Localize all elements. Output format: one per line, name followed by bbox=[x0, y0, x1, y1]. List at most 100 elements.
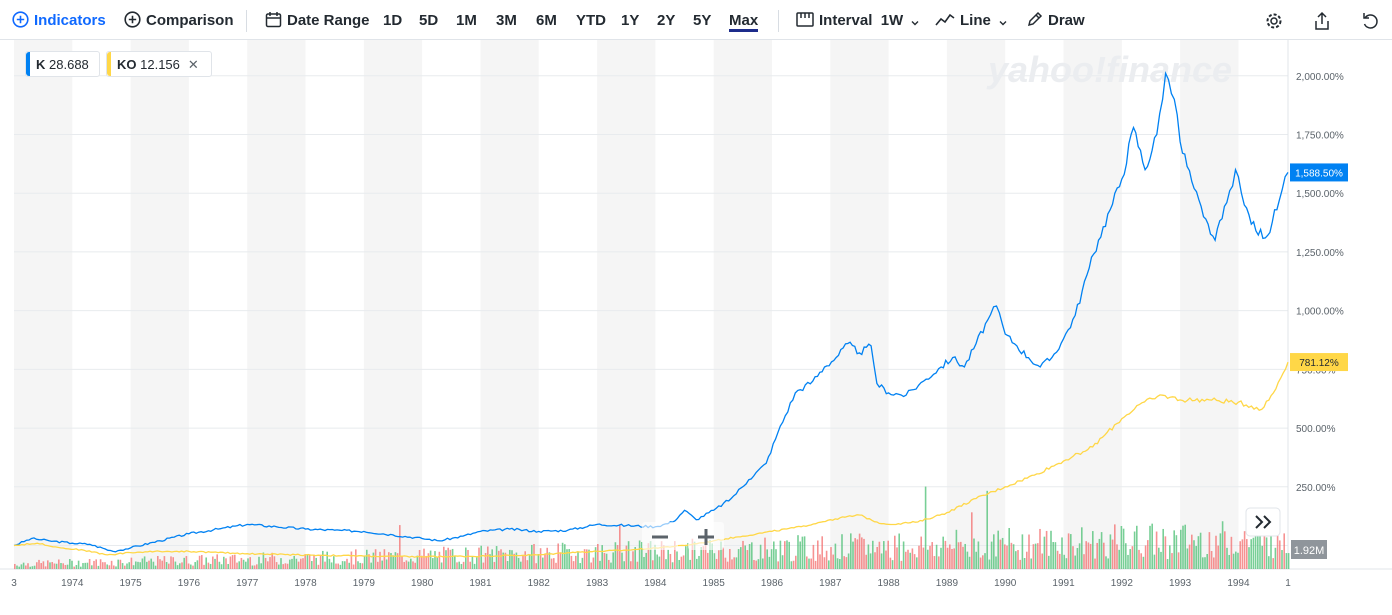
volume-bar bbox=[231, 555, 234, 569]
comparison-button[interactable]: Comparison bbox=[124, 10, 234, 32]
volume-bar bbox=[366, 549, 368, 569]
volume-bar bbox=[361, 563, 364, 569]
volume-bar bbox=[946, 547, 949, 569]
volume-bar bbox=[658, 556, 661, 569]
volume-bar bbox=[163, 556, 166, 569]
settings-button[interactable] bbox=[1264, 11, 1284, 31]
volume-bar bbox=[416, 555, 419, 569]
gear-icon bbox=[1266, 13, 1282, 29]
volume-bar bbox=[1087, 542, 1090, 569]
interval-button[interactable]: Interval 1W bbox=[796, 10, 920, 32]
volume-bar bbox=[58, 559, 60, 569]
volume-bar bbox=[720, 541, 722, 569]
volume-bar bbox=[1186, 548, 1189, 569]
volume-bar bbox=[799, 541, 801, 569]
volume-bar bbox=[927, 549, 929, 569]
volume-bar bbox=[669, 553, 672, 569]
volume-bar bbox=[828, 560, 830, 569]
volume-bar bbox=[339, 564, 342, 569]
volume-bar bbox=[909, 552, 911, 569]
range-6m[interactable]: 6M bbox=[536, 12, 557, 29]
zoom-in-button[interactable] bbox=[688, 522, 724, 550]
volume-bar bbox=[583, 549, 586, 569]
series-chip-k[interactable]: K 28.688 bbox=[25, 51, 100, 77]
volume-bar bbox=[1272, 558, 1274, 569]
volume-bar bbox=[627, 541, 630, 569]
volume-bar bbox=[949, 544, 951, 569]
volume-bar bbox=[1074, 555, 1076, 569]
chart-type-button[interactable]: Line bbox=[935, 10, 1008, 32]
volume-bar bbox=[498, 550, 500, 569]
volume-bar bbox=[597, 544, 599, 569]
share-button[interactable] bbox=[1312, 11, 1332, 31]
volume-bar bbox=[1107, 558, 1109, 569]
volume-bar bbox=[995, 556, 997, 569]
volume-bar bbox=[526, 560, 529, 569]
draw-button[interactable]: Draw bbox=[1026, 10, 1085, 32]
volume-bar bbox=[207, 562, 210, 569]
volume-bar bbox=[405, 560, 408, 569]
volume-bar bbox=[234, 554, 236, 569]
series-chip-ko[interactable]: KO 12.156 ✕ bbox=[106, 51, 212, 77]
volume-bar bbox=[1243, 531, 1246, 569]
volume-bar bbox=[1221, 521, 1224, 569]
indicators-button[interactable]: Indicators bbox=[12, 10, 106, 32]
x-tick-label: 1 bbox=[1285, 578, 1291, 589]
range-2y[interactable]: 2Y bbox=[657, 12, 676, 29]
volume-bar bbox=[267, 561, 269, 569]
volume-bar bbox=[942, 536, 944, 569]
volume-bar bbox=[322, 550, 324, 569]
range-5d[interactable]: 5D bbox=[419, 12, 439, 29]
volume-bar bbox=[115, 566, 117, 569]
volume-bar bbox=[608, 559, 610, 569]
volume-bar bbox=[852, 541, 854, 569]
toolbar-divider bbox=[246, 10, 247, 32]
volume-bar bbox=[451, 548, 454, 569]
x-tick-label: 1988 bbox=[877, 578, 900, 589]
date-range-button[interactable]: Date Range bbox=[265, 10, 370, 32]
scroll-to-latest-button[interactable] bbox=[1245, 507, 1281, 537]
volume-bar bbox=[359, 562, 361, 569]
volume-bar bbox=[636, 561, 639, 569]
reset-button[interactable] bbox=[1360, 11, 1380, 31]
remove-series-button[interactable]: ✕ bbox=[187, 57, 199, 72]
volume-bar bbox=[355, 549, 357, 569]
volume-bar bbox=[535, 563, 537, 569]
volume-bar bbox=[689, 559, 691, 569]
volume-bar bbox=[315, 557, 317, 569]
zoom-out-button[interactable] bbox=[642, 522, 678, 550]
volume-bar bbox=[746, 550, 749, 569]
volume-bar bbox=[443, 546, 445, 569]
range-1y[interactable]: 1Y bbox=[621, 12, 640, 29]
range-5y[interactable]: 5Y bbox=[693, 12, 712, 29]
volume-bar bbox=[1191, 534, 1193, 569]
volume-bar bbox=[203, 564, 205, 569]
volume-bar bbox=[161, 560, 163, 569]
volume-bar bbox=[273, 556, 276, 569]
volume-bar bbox=[847, 553, 850, 569]
range-1m[interactable]: 1M bbox=[456, 12, 477, 29]
volume-bar bbox=[401, 556, 403, 569]
volume-bar bbox=[185, 556, 188, 569]
range-max[interactable]: Max bbox=[729, 10, 759, 32]
volume-bar bbox=[473, 563, 476, 569]
year-band bbox=[830, 40, 889, 570]
volume-bar bbox=[993, 534, 995, 569]
volume-bar bbox=[702, 546, 705, 569]
range-1d[interactable]: 1D bbox=[383, 12, 403, 29]
volume-bar bbox=[399, 525, 401, 569]
volume-bar bbox=[1089, 543, 1092, 569]
volume-bar bbox=[1166, 559, 1169, 569]
volume-bar bbox=[1144, 545, 1147, 569]
volume-bar bbox=[539, 548, 542, 569]
volume-bar bbox=[1213, 557, 1215, 569]
volume-bar bbox=[784, 541, 786, 569]
volume-bar bbox=[713, 553, 716, 569]
volume-bar bbox=[139, 562, 141, 569]
range-3m[interactable]: 3M bbox=[496, 12, 517, 29]
range-ytd[interactable]: YTD bbox=[576, 12, 606, 29]
volume-bar bbox=[1118, 549, 1120, 569]
volume-bar bbox=[652, 560, 654, 569]
volume-bar bbox=[1188, 544, 1191, 569]
volume-bar bbox=[284, 563, 287, 569]
